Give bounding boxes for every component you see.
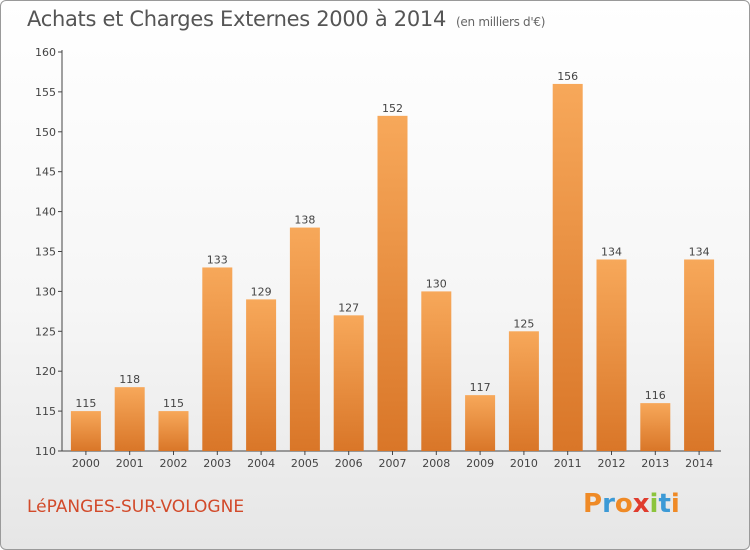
value-label-2005: 138	[294, 214, 315, 227]
y-tick-label: 150	[35, 126, 56, 139]
bar-2012	[596, 259, 627, 451]
y-tick-label: 110	[35, 445, 56, 458]
y-tick-label: 145	[35, 166, 56, 179]
value-label-2002: 115	[163, 397, 184, 410]
value-label-2010: 125	[513, 317, 534, 330]
value-label-2012: 134	[601, 245, 622, 258]
x-tick-label-2005: 2005	[291, 457, 319, 470]
bar-2006	[333, 315, 364, 451]
y-tick-label: 140	[35, 206, 56, 219]
chart-subtitle: (en milliers d'€)	[456, 15, 546, 29]
proxiti-logo: Proxiti	[583, 489, 693, 525]
x-tick-label-2009: 2009	[466, 457, 494, 470]
y-tick-label: 125	[35, 325, 56, 338]
bar-2005	[289, 227, 320, 451]
x-tick-label-2011: 2011	[554, 457, 582, 470]
x-tick-label-2003: 2003	[203, 457, 231, 470]
value-label-2003: 133	[207, 253, 228, 266]
x-tick-label-2004: 2004	[247, 457, 275, 470]
x-tick-label-2013: 2013	[641, 457, 669, 470]
bar-2000	[70, 411, 101, 451]
commune-name: LéPANGES-SUR-VOLOGNE	[27, 497, 245, 517]
bar-2013	[640, 403, 671, 451]
value-label-2006: 127	[338, 301, 359, 314]
x-tick-label-2007: 2007	[379, 457, 407, 470]
chart-title: Achats et Charges Externes 2000 à 2014 (e…	[27, 7, 545, 31]
x-tick-label-2001: 2001	[116, 457, 144, 470]
logo-letter: x	[632, 489, 650, 519]
y-tick-label: 130	[35, 285, 56, 298]
logo-letter: o	[614, 489, 633, 519]
bar-2009	[465, 395, 496, 451]
bar-2008	[421, 291, 452, 451]
value-label-2000: 115	[75, 397, 96, 410]
logo-letter: P	[583, 489, 603, 519]
chart-title-text: Achats et Charges Externes 2000 à 2014	[27, 7, 447, 31]
y-tick-label: 160	[35, 46, 56, 59]
value-label-2011: 156	[557, 70, 578, 83]
bar-2002	[158, 411, 189, 451]
value-label-2001: 118	[119, 373, 140, 386]
y-tick-label: 120	[35, 365, 56, 378]
logo-letter: r	[602, 489, 615, 519]
x-tick-label-2012: 2012	[598, 457, 626, 470]
logo-letter: i	[649, 489, 659, 519]
x-tick-label-2000: 2000	[72, 457, 100, 470]
y-tick-label: 135	[35, 246, 56, 259]
bar-2003	[202, 267, 233, 451]
value-label-2004: 129	[251, 285, 272, 298]
x-tick-label-2014: 2014	[685, 457, 713, 470]
value-label-2009: 117	[470, 381, 491, 394]
bar-2014	[684, 259, 715, 451]
bar-2007	[377, 115, 408, 451]
x-tick-label-2006: 2006	[335, 457, 363, 470]
value-label-2007: 152	[382, 102, 403, 115]
value-label-2013: 116	[645, 389, 666, 402]
x-tick-label-2002: 2002	[160, 457, 188, 470]
value-label-2008: 130	[426, 277, 447, 290]
logo-letter: i	[670, 489, 680, 519]
logo-letter: t	[658, 489, 671, 519]
bar-2001	[114, 387, 145, 451]
bar-2010	[508, 331, 539, 451]
x-tick-label-2010: 2010	[510, 457, 538, 470]
y-tick-label: 155	[35, 86, 56, 99]
y-tick-label: 115	[35, 405, 56, 418]
value-label-2014: 134	[689, 245, 710, 258]
bar-2011	[552, 83, 583, 452]
x-tick-label-2008: 2008	[422, 457, 450, 470]
bar-2004	[246, 299, 277, 451]
